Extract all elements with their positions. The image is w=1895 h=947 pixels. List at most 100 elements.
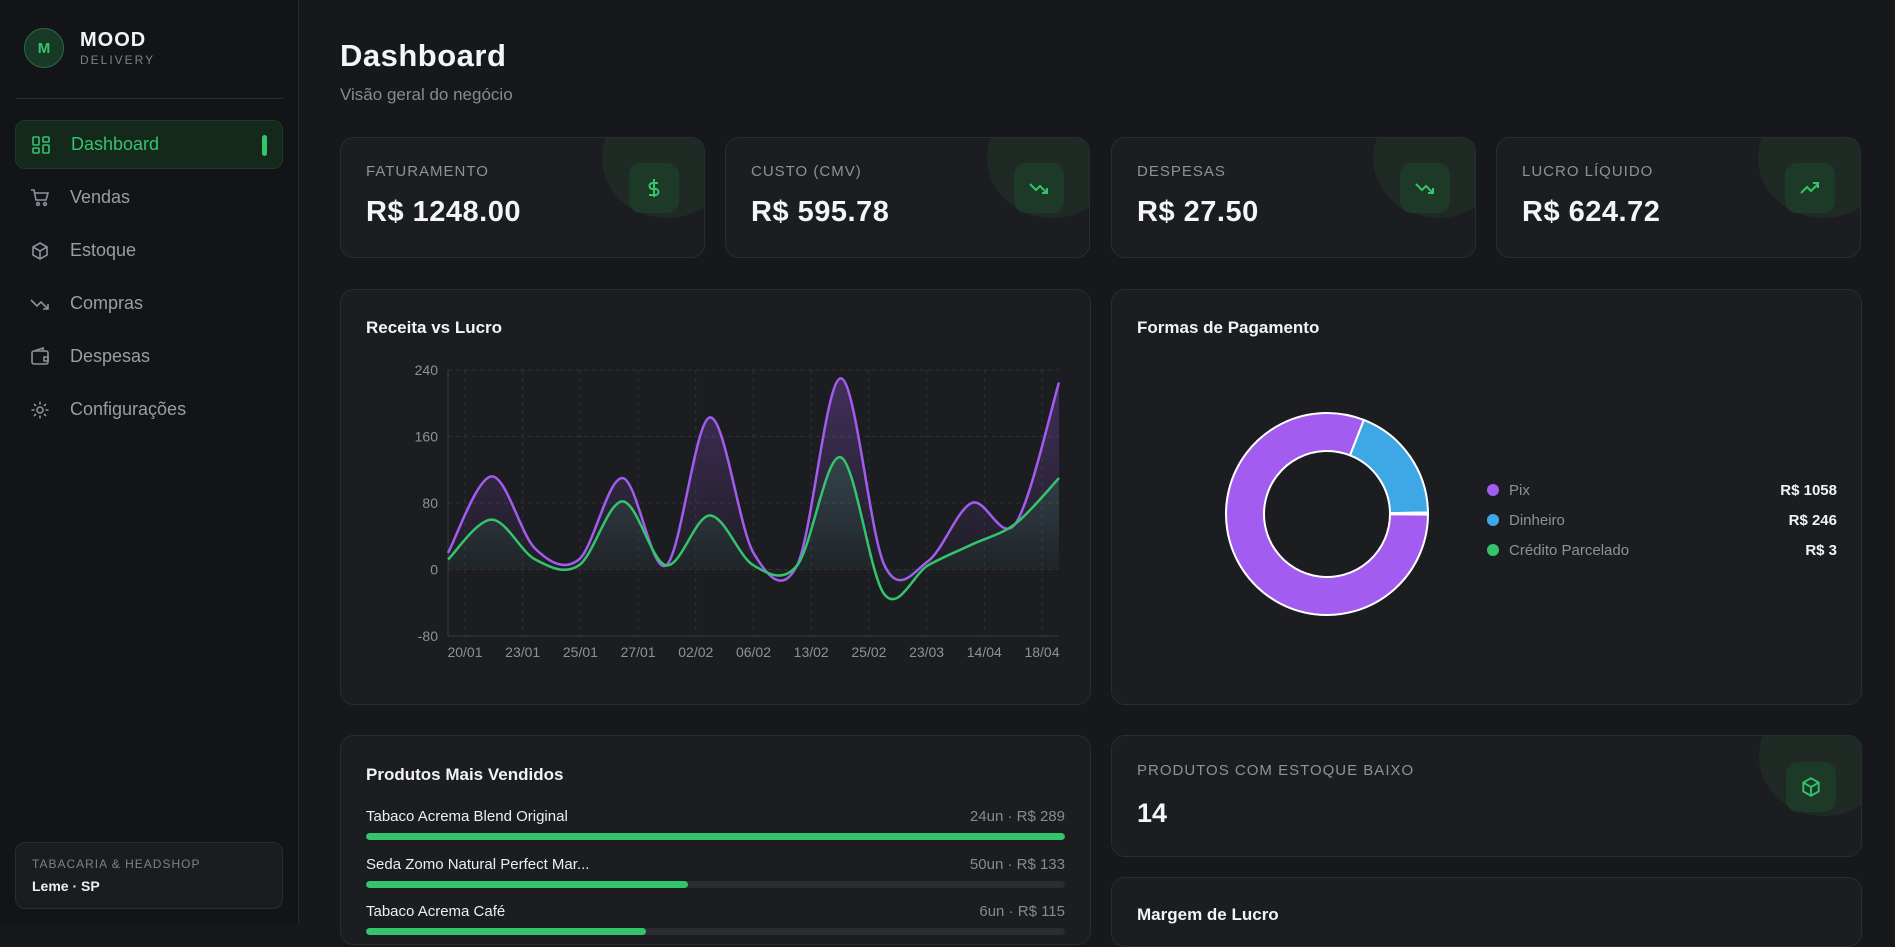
kpi-value: R$ 27.50 (1137, 196, 1259, 228)
sidebar-item-label: Despesas (70, 346, 151, 366)
list-item[interactable]: Tabaco Acrema Blend Original 24un · R$ 2… (366, 808, 1065, 840)
x-tick-label: 02/02 (678, 644, 713, 660)
series-receita-line (446, 377, 1061, 582)
donut-slice-pix[interactable] (1225, 412, 1430, 616)
sidebar-item-dashboard[interactable]: Dashboard (15, 120, 283, 169)
margin-card: Margem de Lucro (1111, 877, 1862, 947)
sidebar-item-vendas[interactable]: Vendas (15, 173, 283, 222)
sidebar-item-configuracoes[interactable]: Configurações (15, 385, 283, 434)
trending-down-icon (29, 293, 51, 315)
sidebar-item-label: Configurações (70, 399, 187, 419)
brand-logo: M (24, 28, 64, 68)
product-progress-track (366, 881, 1065, 888)
product-progress-track (366, 928, 1065, 935)
margin-title: Margem de Lucro (1137, 905, 1279, 924)
x-tick-label: 23/03 (909, 644, 944, 660)
chart-title: Receita vs Lucro (366, 318, 503, 337)
legend-value: R$ 3 (1805, 541, 1837, 559)
kpi-value: R$ 595.78 (751, 196, 890, 228)
x-tick-label: 25/01 (563, 644, 598, 660)
legend-value: R$ 1058 (1780, 481, 1837, 499)
product-name: Seda Zomo Natural Perfect Mar... (366, 856, 590, 873)
product-meta: 24un · R$ 289 (969, 808, 1065, 825)
x-tick-label: 20/01 (447, 644, 482, 660)
legend-item-credito: Crédito Parcelado R$ 3 (1487, 535, 1837, 565)
kpi-label: DESPESAS (1137, 163, 1226, 180)
sidebar-item-compras[interactable]: Compras (15, 279, 283, 328)
x-tick-label: 06/02 (736, 644, 771, 660)
product-progress-fill (366, 833, 1065, 840)
legend-dot (1487, 514, 1499, 526)
kpi-card-custo: CUSTO (CMV) R$ 595.78 (725, 137, 1090, 258)
payments-title: Formas de Pagamento (1137, 318, 1320, 337)
legend-dot (1487, 544, 1499, 556)
y-tick-label: -80 (418, 628, 438, 644)
x-tick-label: 23/01 (505, 644, 540, 660)
legend-item-pix: Pix R$ 1058 (1487, 475, 1837, 505)
dashboard-icon (30, 134, 52, 156)
sidebar-item-label: Vendas (70, 187, 131, 207)
kpi-value: R$ 1248.00 (366, 196, 521, 228)
low-stock-label: PRODUTOS COM ESTOQUE BAIXO (1137, 762, 1415, 779)
page-title: Dashboard (340, 38, 507, 73)
kpi-label: LUCRO LÍQUIDO (1522, 163, 1654, 180)
revenue-profit-chart[interactable]: 240 160 80 0 -80 20/01 23/01 25/01 27/01 02/02 06/… (341, 290, 1091, 705)
x-tick-label: 14/04 (967, 644, 1002, 660)
brand-name: MOOD (80, 29, 147, 51)
store-info: TABACARIA & HEADSHOP Leme · SP (15, 842, 283, 909)
sidebar: M MOOD DELIVERY Dashboard Vendas Estoque (0, 0, 299, 925)
sidebar-item-despesas[interactable]: Despesas (15, 332, 283, 381)
sidebar-item-label: Dashboard (71, 134, 160, 154)
y-tick-label: 240 (415, 362, 439, 378)
legend-name: Pix (1509, 481, 1530, 499)
kpi-value: R$ 624.72 (1522, 196, 1661, 228)
brand[interactable]: M MOOD DELIVERY (24, 28, 155, 68)
sidebar-item-estoque[interactable]: Estoque (15, 226, 283, 275)
product-progress-track (366, 833, 1065, 840)
kpi-label: CUSTO (CMV) (751, 163, 862, 180)
cart-icon (29, 187, 51, 209)
kpi-label: FATURAMENTO (366, 163, 489, 180)
gear-icon (29, 399, 51, 421)
payments-legend: Pix R$ 1058 Dinheiro R$ 246 Crédito Parc… (1487, 475, 1837, 565)
list-item[interactable]: Seda Zomo Natural Perfect Mar... 50un · … (366, 856, 1065, 888)
payments-card: Formas de Pagamento Pix R$ 1058 Dinheiro… (1111, 289, 1862, 705)
active-indicator (262, 135, 267, 156)
payments-donut-chart[interactable] (1197, 384, 1457, 644)
trending-down-icon (1014, 163, 1064, 213)
series-area (448, 457, 1059, 600)
trending-down-icon (1400, 163, 1450, 213)
sidebar-nav: Dashboard Vendas Estoque Compras Desp (15, 120, 283, 438)
series-lucro-line (447, 456, 1060, 601)
box-icon (29, 240, 51, 262)
legend-value: R$ 246 (1788, 511, 1837, 529)
x-tick-label: 27/01 (621, 644, 656, 660)
x-tick-label: 13/02 (794, 644, 829, 660)
revenue-chart-card: Receita vs Lucro 240 160 80 0 -80 20/01 23/01 2… (340, 289, 1091, 705)
list-item[interactable]: Tabaco Acrema Café 6un · R$ 115 (366, 903, 1065, 935)
kpi-card-faturamento: FATURAMENTO R$ 1248.00 (340, 137, 705, 258)
y-tick-label: 0 (430, 562, 438, 578)
kpi-card-lucro: LUCRO LÍQUIDO R$ 624.72 (1496, 137, 1861, 258)
sidebar-item-label: Estoque (70, 240, 137, 260)
top-products-card: Produtos Mais Vendidos Tabaco Acrema Ble… (340, 735, 1091, 945)
top-products-title: Produtos Mais Vendidos (366, 765, 564, 784)
dollar-icon (629, 163, 679, 213)
low-stock-value: 14 (1137, 798, 1168, 828)
donut-slice-dinheiro[interactable] (1348, 418, 1430, 515)
brand-subtitle: DELIVERY (80, 53, 156, 67)
y-tick-label: 160 (415, 429, 439, 445)
x-tick-label: 25/02 (851, 644, 886, 660)
legend-dot (1487, 484, 1499, 496)
legend-name: Crédito Parcelado (1509, 541, 1630, 559)
product-meta: 6un · R$ 115 (979, 903, 1065, 920)
product-progress-fill (366, 928, 646, 935)
store-location: Leme · SP (32, 878, 100, 894)
low-stock-card[interactable]: PRODUTOS COM ESTOQUE BAIXO 14 (1111, 735, 1862, 857)
donut-slice-crédito-parcelado[interactable] (1388, 511, 1429, 516)
product-meta: 50un · R$ 133 (969, 856, 1065, 873)
product-name: Tabaco Acrema Blend Original (366, 808, 568, 825)
y-tick-label: 80 (422, 495, 438, 511)
product-name: Tabaco Acrema Café (366, 903, 506, 920)
legend-item-dinheiro: Dinheiro R$ 246 (1487, 505, 1837, 535)
